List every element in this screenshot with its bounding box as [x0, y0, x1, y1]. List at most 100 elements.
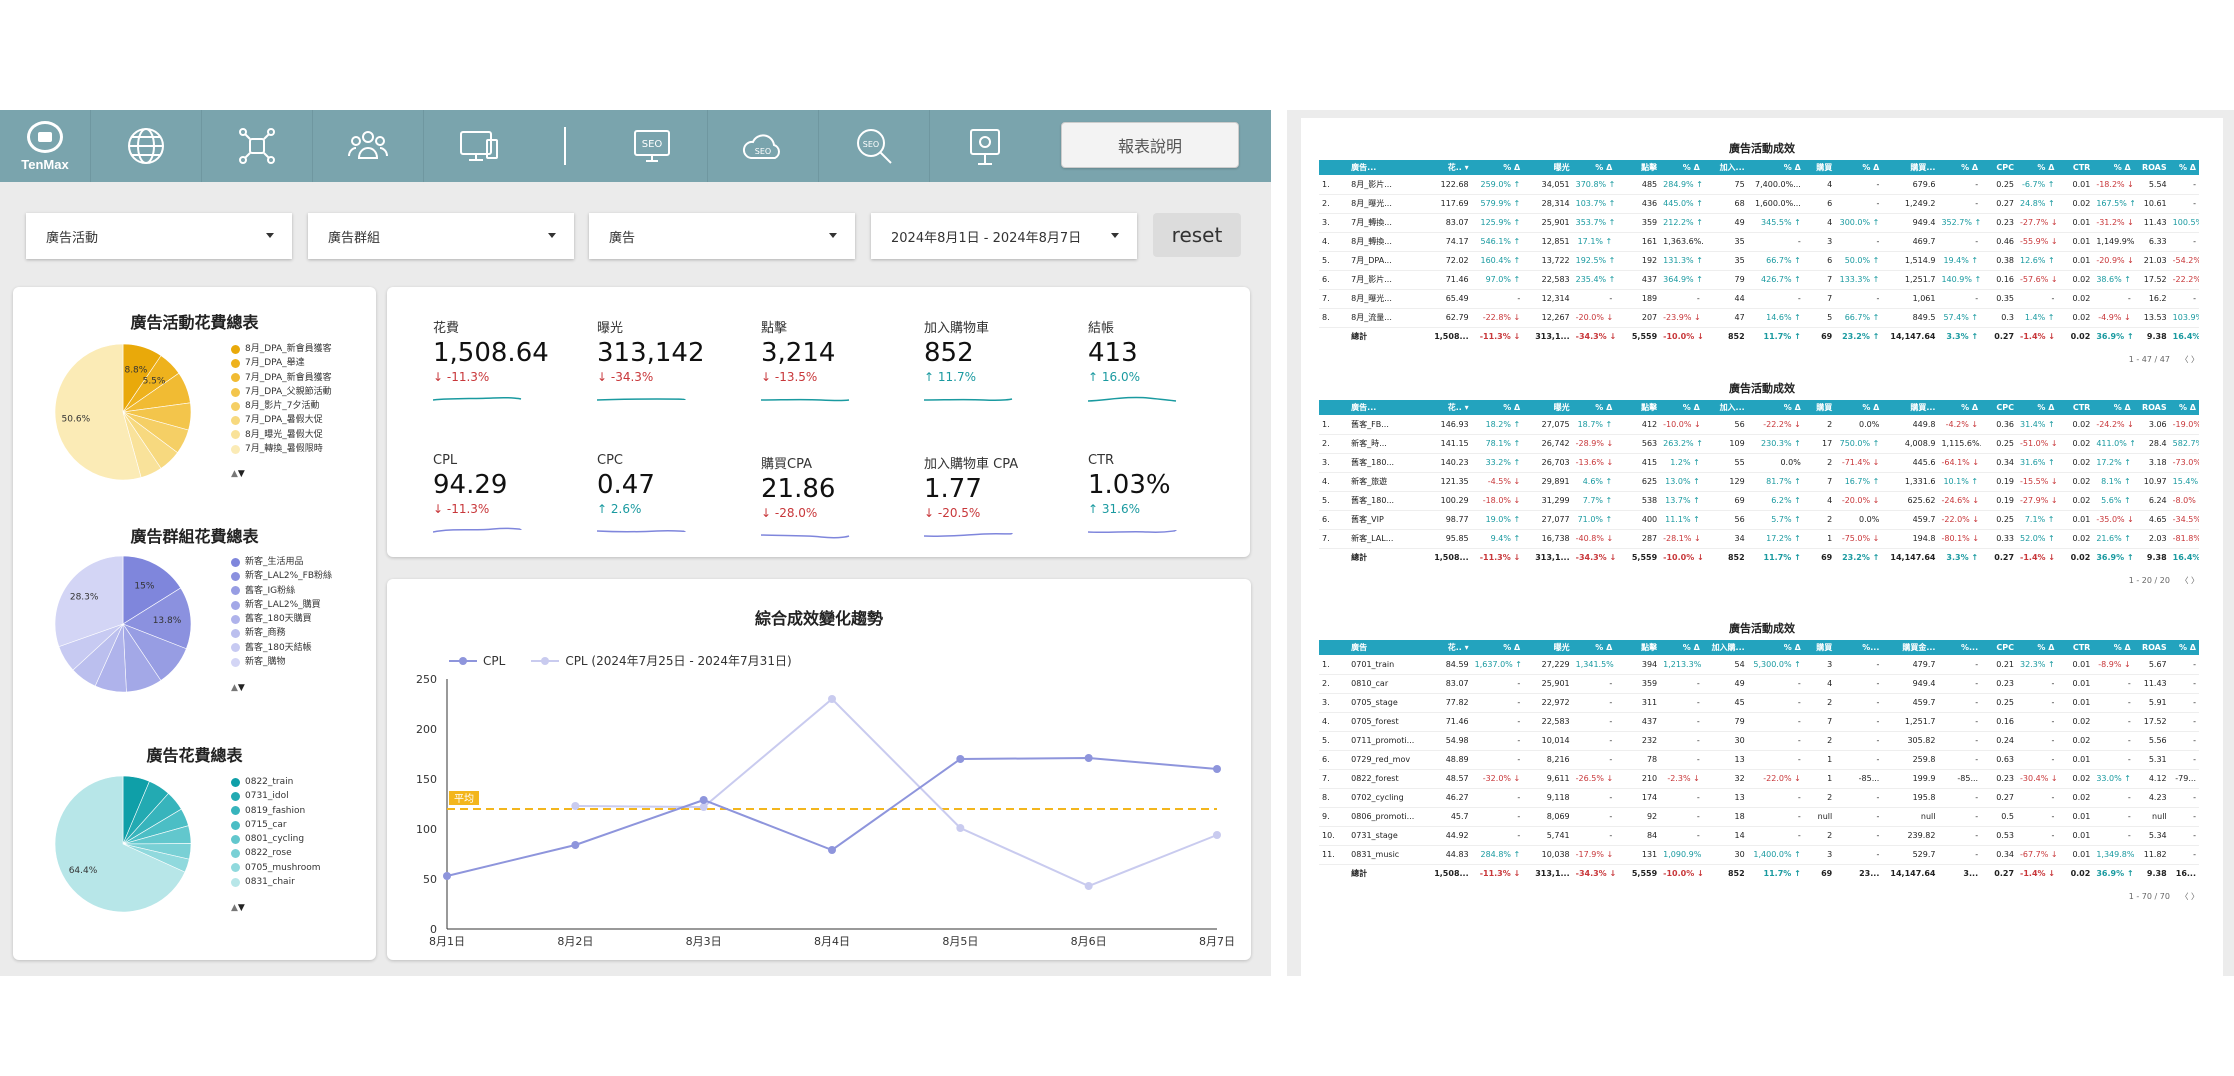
- column-header[interactable]: % Δ: [1572, 640, 1616, 655]
- table-row[interactable]: 1. 0701_train 84.59 1,637.0% ↑ 27,229 1,341.5…: [1319, 655, 2199, 675]
- table-row[interactable]: 11. 0831_music 44.83 284.8% ↑ 10,038 -17.9% ↓…: [1319, 845, 2199, 865]
- seo-cloud-icon[interactable]: SEO: [707, 110, 818, 182]
- column-header[interactable]: 曝光: [1523, 160, 1573, 175]
- table-row[interactable]: 2. 0810_car 83.07-25,901-359-49-4-949.4-0.…: [1319, 674, 2199, 694]
- legend-item[interactable]: 新客_LAL2%_FB粉絲: [231, 569, 332, 583]
- legend-item[interactable]: 7月_DPA_舉達: [231, 356, 332, 370]
- network-icon[interactable]: [201, 110, 312, 182]
- legend-item[interactable]: 7月_DPA_暑假大促: [231, 413, 332, 427]
- column-header[interactable]: 曝光: [1523, 400, 1573, 415]
- column-header[interactable]: %...: [1938, 640, 1982, 655]
- column-header[interactable]: % Δ: [2093, 640, 2134, 655]
- legend-item[interactable]: CPL: [449, 654, 505, 668]
- triangle-down-icon[interactable]: ▼: [237, 469, 245, 479]
- data-point[interactable]: [1084, 754, 1093, 762]
- pie-slice[interactable]: [122, 587, 192, 650]
- legend-item[interactable]: 7月_DPA_新會員獲客: [231, 371, 332, 385]
- table-row[interactable]: 4. 新客_旅遊 121.35 -4.5% ↓ 29,891 4.6% ↑ 625 13.0%…: [1319, 472, 2199, 492]
- table-row[interactable]: 6. 0729_red_mov 48.89-8,216-78-13-1-259.8-…: [1319, 750, 2199, 770]
- data-point[interactable]: [571, 802, 580, 810]
- ad-filter[interactable]: 廣告: [589, 213, 855, 259]
- table-row[interactable]: 8. 8月_流量... 62.79 -22.8% ↓ 12,267 -20.0% ↓ 207…: [1319, 308, 2199, 328]
- table-total-row[interactable]: 總計 1,508... -11.3% ↓ 313,1... -34.3% ↓ 5,559-…: [1319, 548, 2199, 567]
- column-header[interactable]: CPC: [1981, 400, 2018, 415]
- data-point[interactable]: [443, 872, 451, 880]
- chevron-right-icon[interactable]: 〉: [2191, 576, 2199, 585]
- table-row[interactable]: 7. 8月_曝光... 65.49-12,314-189-44-7-1,061-0.…: [1319, 289, 2199, 309]
- column-header[interactable]: ROAS: [2133, 640, 2170, 655]
- column-header[interactable]: CTR: [2057, 160, 2094, 175]
- table-row[interactable]: 1. 舊客_FB... 146.93 18.2% ↑ 27,075 18.7% ↑ 412-…: [1319, 415, 2199, 435]
- column-header[interactable]: 購買金...: [1882, 640, 1939, 655]
- audience-icon[interactable]: [312, 110, 423, 182]
- table-row[interactable]: 6. 7月_影片... 71.46 97.0% ↑ 22,583 235.4% ↑ 437 3…: [1319, 270, 2199, 290]
- table-row[interactable]: 9. 0806_promoti... 45.7-8,069-92-18- null - n…: [1319, 807, 2199, 827]
- legend-item[interactable]: 0801_cycling: [231, 832, 321, 846]
- column-header[interactable]: % Δ: [1938, 160, 1982, 175]
- data-point[interactable]: [1213, 765, 1221, 773]
- legend-item[interactable]: CPL (2024年7月25日 - 2024年7月31日): [531, 652, 792, 669]
- column-header[interactable]: %...: [1835, 640, 1883, 655]
- data-point[interactable]: [1084, 882, 1093, 890]
- table-row[interactable]: 5. 7月_DPA... 72.02 160.4% ↑ 13,722 192.5% ↑ 19…: [1319, 251, 2199, 271]
- legend-pager[interactable]: ▲▼: [231, 903, 245, 913]
- table-row[interactable]: 5. 0711_promoti... 54.98-10,014-232-30-2-3…: [1319, 731, 2199, 751]
- column-header[interactable]: 曝光: [1523, 640, 1573, 655]
- column-header[interactable]: CPC: [1981, 640, 2018, 655]
- globe-icon[interactable]: [90, 110, 201, 182]
- campaign-filter[interactable]: 廣告活動: [26, 213, 292, 259]
- table-row[interactable]: 6. 舊客_VIP 98.77 19.0% ↑ 27,077 71.0% ↑ 400 11.1…: [1319, 510, 2199, 530]
- table-pager[interactable]: 1 - 20 / 20 〈 〉: [2129, 575, 2199, 586]
- data-point[interactable]: [956, 824, 965, 832]
- column-header[interactable]: 購買...: [1882, 400, 1939, 415]
- legend-item[interactable]: 新客_商務: [231, 626, 332, 640]
- column-header[interactable]: CPC: [1981, 160, 2018, 175]
- data-point[interactable]: [828, 846, 836, 854]
- column-header[interactable]: 廣告: [1348, 640, 1425, 655]
- column-header[interactable]: CTR: [2057, 640, 2094, 655]
- table-row[interactable]: 2. 新客_時... 141.15 78.1% ↑ 26,742 -28.9% ↓ 563 2…: [1319, 434, 2199, 454]
- column-header[interactable]: % Δ: [2093, 400, 2134, 415]
- column-header[interactable]: % Δ: [1835, 400, 1883, 415]
- data-point[interactable]: [699, 803, 708, 811]
- table-row[interactable]: 3. 舊客_180... 140.23 33.2% ↑ 26,703 -13.6% ↓ 41…: [1319, 453, 2199, 473]
- triangle-up-icon[interactable]: ▲: [231, 469, 238, 479]
- legend-pager[interactable]: ▲▼: [231, 469, 245, 479]
- column-header[interactable]: % Δ: [1835, 160, 1883, 175]
- legend-item[interactable]: 新客_購物: [231, 655, 332, 669]
- column-header[interactable]: 廣告...: [1348, 160, 1425, 175]
- column-header[interactable]: 購買: [1803, 160, 1836, 175]
- legend-item[interactable]: 0731_idol: [231, 789, 321, 803]
- column-header[interactable]: % Δ: [1747, 400, 1804, 415]
- data-point[interactable]: [1213, 831, 1221, 839]
- table-row[interactable]: 10. 0731_stage 44.92-5,741-84-14-2-239.82-…: [1319, 826, 2199, 846]
- column-header[interactable]: 花.. ▾: [1424, 640, 1472, 655]
- column-header[interactable]: 點擊: [1615, 640, 1661, 655]
- table-row[interactable]: 7. 0822_forest 48.57 -32.0% ↓ 9,611 -26.5% ↓ 2…: [1319, 769, 2199, 789]
- legend-item[interactable]: 新客_LAL2%_購買: [231, 598, 332, 612]
- column-header[interactable]: CTR: [2057, 400, 2094, 415]
- seo-search-icon[interactable]: SEO: [818, 110, 929, 182]
- triangle-down-icon[interactable]: ▼: [237, 683, 245, 693]
- table-row[interactable]: 4. 0705_forest 71.46-22,583-437-79-7-1,251…: [1319, 712, 2199, 732]
- column-header[interactable]: 加入...: [1702, 160, 1748, 175]
- column-header[interactable]: % Δ: [1572, 400, 1616, 415]
- chevron-left-icon[interactable]: 〈: [2177, 892, 2191, 901]
- column-header[interactable]: 購買...: [1882, 160, 1939, 175]
- column-header[interactable]: 購買: [1803, 400, 1836, 415]
- data-point[interactable]: [571, 841, 580, 849]
- column-header[interactable]: % Δ: [1938, 400, 1982, 415]
- seo-monitor-icon[interactable]: SEO: [596, 110, 707, 182]
- data-point[interactable]: [956, 755, 965, 763]
- data-point[interactable]: [699, 796, 708, 804]
- column-header[interactable]: ROAS: [2133, 160, 2170, 175]
- column-header[interactable]: 花.. ▾: [1424, 160, 1472, 175]
- reset-button[interactable]: reset: [1153, 213, 1241, 257]
- column-header[interactable]: % Δ: [1747, 160, 1804, 175]
- legend-item[interactable]: 0822_rose: [231, 846, 321, 860]
- legend-item[interactable]: 0822_train: [231, 775, 321, 789]
- date-range-picker[interactable]: 2024年8月1日 - 2024年8月7日: [871, 213, 1137, 259]
- table-row[interactable]: 8. 0702_cycling 46.27-9,118-174-13-2-195.8…: [1319, 788, 2199, 808]
- column-header[interactable]: % Δ: [1660, 640, 1703, 655]
- table-row[interactable]: 4. 8月_轉換... 74.17 546.1% ↑ 12,851 17.1% ↑ 161 1…: [1319, 232, 2199, 252]
